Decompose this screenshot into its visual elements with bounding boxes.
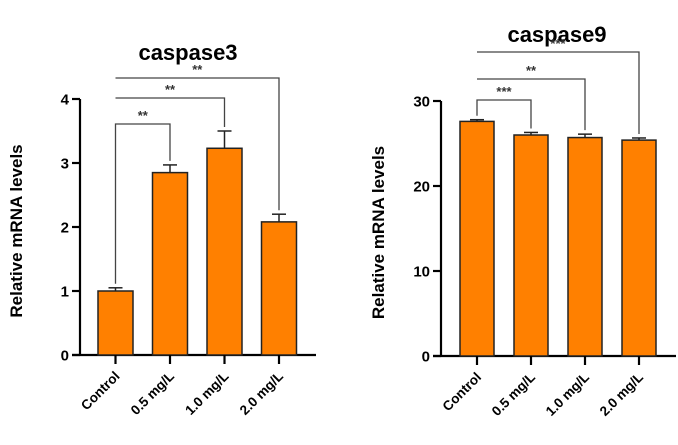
y-tick-label: 30 <box>413 94 430 111</box>
bar-1-0-mg-l <box>206 147 243 356</box>
y-tick-label: 10 <box>413 264 430 281</box>
significance-bracket <box>476 99 532 129</box>
x-tick-label: 0.5 mg/L <box>128 369 177 418</box>
y-tick-label: 1 <box>61 284 69 301</box>
bar-2-0-mg-l <box>621 139 657 357</box>
chart-panel-caspase9: caspase9 Relative mRNA levels 0 10 20 30 Contr… <box>369 22 676 419</box>
bar-0-5-mg-l <box>151 171 189 356</box>
x-tick-label: 1.0 mg/L <box>543 370 592 419</box>
significance-bracket <box>477 78 586 131</box>
significance-bracket <box>115 97 226 127</box>
significance-label: ** <box>526 63 537 78</box>
significance-label: *** <box>496 84 512 99</box>
x-tick-label: Control <box>78 369 123 414</box>
x-tick-label: Control <box>440 370 485 415</box>
significance-bracket <box>477 51 640 134</box>
significance-label: ** <box>138 108 149 123</box>
chart-title: caspase9 <box>507 22 606 47</box>
bar-control <box>97 290 134 356</box>
bar-1-0-mg-l <box>567 136 603 357</box>
y-tick-label: 2 <box>61 220 69 237</box>
y-axis-label: Relative mRNA levels <box>369 146 388 319</box>
y-tick-label: 0 <box>422 349 430 366</box>
y-tick-label: 0 <box>61 348 69 365</box>
x-tick-label: 1.0 mg/L <box>182 369 231 418</box>
significance-label: *** <box>550 36 566 51</box>
y-tick-label: 20 <box>413 179 430 196</box>
y-axis-label: Relative mRNA levels <box>7 144 26 317</box>
significance-bracket <box>115 77 280 211</box>
significance-bracket <box>114 123 171 284</box>
y-tick-label: 4 <box>61 92 70 109</box>
chart-title: caspase3 <box>138 40 237 65</box>
chart-panel-caspase3: caspase3 Relative mRNA levels 0 1 2 3 4 Control… <box>7 40 316 418</box>
y-tick-label: 3 <box>61 156 69 173</box>
x-tick-label: 2.0 mg/L <box>597 370 646 419</box>
x-tick-label: 0.5 mg/L <box>489 370 538 419</box>
significance-label: ** <box>165 82 176 97</box>
x-tick-label: 2.0 mg/L <box>237 369 286 418</box>
bar-2-0-mg-l <box>260 221 298 356</box>
bar-0-5-mg-l <box>513 134 549 357</box>
significance-label: ** <box>192 62 203 77</box>
bar-control <box>459 120 495 357</box>
